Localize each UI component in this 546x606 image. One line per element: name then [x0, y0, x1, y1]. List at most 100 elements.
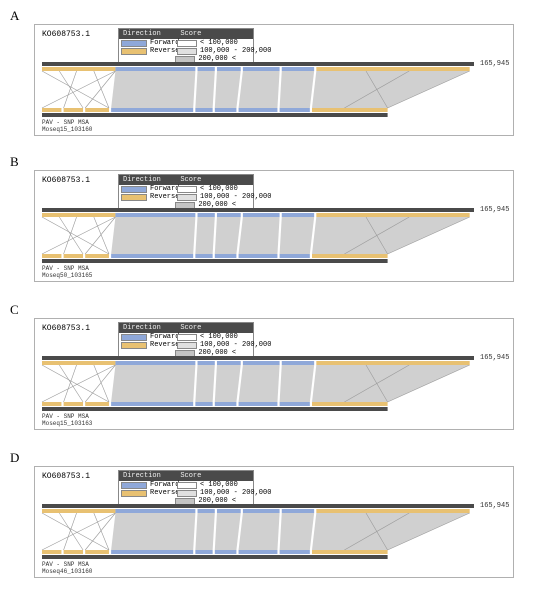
panel-title: KO608753.1 [42, 324, 90, 333]
legend-row: Reverse100,000 - 200,000 [119, 193, 253, 201]
panel-box [34, 24, 514, 136]
legend-cell-score: < 100,000 [177, 185, 251, 193]
legend-swatch-direction [121, 48, 147, 55]
legend-label-score: < 100,000 [197, 39, 241, 47]
legend-header: DirectionScore [119, 323, 253, 333]
legend-cell-direction: Reverse [121, 489, 177, 497]
legend-cell-score: < 100,000 [177, 333, 251, 341]
legend-row: Forward < 100,000 [119, 333, 253, 341]
legend-cell-direction: Reverse [121, 193, 177, 201]
legend-swatch-score [177, 334, 197, 341]
legend-header-score: Score [176, 323, 253, 333]
legend-header: DirectionScore [119, 175, 253, 185]
legend-label-score: < 100,000 [197, 333, 241, 341]
legend-row: Reverse100,000 - 200,000 [119, 341, 253, 349]
legend-label-score: 100,000 - 200,000 [197, 193, 274, 201]
panel-letter: A [10, 8, 19, 24]
legend-cell-score: 200,000 < [175, 201, 251, 209]
legend-row: 200,000 < [119, 497, 253, 505]
legend-header-direction: Direction [119, 175, 176, 185]
legend-row: 200,000 < [119, 201, 253, 209]
legend-row: Forward < 100,000 [119, 39, 253, 47]
length-label: 165,945 [480, 354, 509, 362]
legend-header-score: Score [176, 29, 253, 39]
length-label: 165,945 [480, 60, 509, 68]
panel-box [34, 466, 514, 578]
legend-swatch-direction [121, 482, 147, 489]
legend-swatch-score [177, 40, 197, 47]
legend-swatch-score [175, 498, 195, 505]
legend-row: 200,000 < [119, 55, 253, 63]
panel-box [34, 170, 514, 282]
legend-swatch-direction [121, 40, 147, 47]
legend-swatch-score [175, 56, 195, 63]
legend-label-score: 100,000 - 200,000 [197, 489, 274, 497]
assembly-label: PAV - SNP MSA Moseq15_103160 [42, 120, 92, 133]
legend-label-score: 100,000 - 200,000 [197, 341, 274, 349]
legend-header-score: Score [176, 471, 253, 481]
legend-header-direction: Direction [119, 29, 176, 39]
length-label: 165,945 [480, 206, 509, 214]
legend-cell-score: 200,000 < [175, 55, 251, 63]
legend: DirectionScoreForward< 100,000Reverse100… [118, 28, 254, 64]
legend-cell-direction: Forward [121, 333, 177, 341]
legend-cell-score: 200,000 < [175, 349, 251, 357]
legend-label-score: 200,000 < [195, 349, 239, 357]
legend-cell-score: 100,000 - 200,000 [177, 489, 255, 497]
legend-cell-direction: Forward [121, 39, 177, 47]
legend-swatch-score [175, 350, 195, 357]
legend-header-score: Score [176, 175, 253, 185]
legend-swatch-direction [121, 490, 147, 497]
legend-label-score: < 100,000 [197, 481, 241, 489]
panel-title: KO608753.1 [42, 176, 90, 185]
legend-swatch-direction [121, 186, 147, 193]
legend-cell-direction: Reverse [121, 341, 177, 349]
legend-cell-direction: Reverse [121, 47, 177, 55]
legend-label-score: < 100,000 [197, 185, 241, 193]
panel-box [34, 318, 514, 430]
legend-cell-score: 200,000 < [175, 497, 251, 505]
panel-letter: C [10, 302, 19, 318]
legend-cell-score: < 100,000 [177, 39, 251, 47]
legend-label-score: 200,000 < [195, 55, 239, 63]
assembly-label: PAV - SNP MSA Moseq15_103163 [42, 414, 92, 427]
legend-swatch-score [177, 194, 197, 201]
legend-swatch-direction [121, 194, 147, 201]
panel-letter: B [10, 154, 19, 170]
legend: DirectionScoreForward< 100,000Reverse100… [118, 322, 254, 358]
legend-header-direction: Direction [119, 323, 176, 333]
legend-cell-score: 100,000 - 200,000 [177, 47, 255, 55]
legend: DirectionScoreForward< 100,000Reverse100… [118, 470, 254, 506]
legend-label-score: 200,000 < [195, 497, 239, 505]
legend-cell-score: < 100,000 [177, 481, 251, 489]
panel-title: KO608753.1 [42, 30, 90, 39]
legend-cell-direction: Forward [121, 185, 177, 193]
legend-swatch-score [175, 202, 195, 209]
legend-swatch-score [177, 186, 197, 193]
legend-label-score: 200,000 < [195, 201, 239, 209]
legend-row: Reverse100,000 - 200,000 [119, 47, 253, 55]
legend-cell-score: 100,000 - 200,000 [177, 193, 255, 201]
legend-swatch-score [177, 482, 197, 489]
panel-letter: D [10, 450, 19, 466]
legend-swatch-direction [121, 334, 147, 341]
legend-header: DirectionScore [119, 29, 253, 39]
panel-title: KO608753.1 [42, 472, 90, 481]
legend-row: Reverse100,000 - 200,000 [119, 489, 253, 497]
legend-swatch-score [177, 48, 197, 55]
legend-row: Forward < 100,000 [119, 481, 253, 489]
legend-swatch-score [177, 490, 197, 497]
legend-row: 200,000 < [119, 349, 253, 357]
length-label: 165,945 [480, 502, 509, 510]
legend: DirectionScoreForward< 100,000Reverse100… [118, 174, 254, 210]
legend-cell-direction: Forward [121, 481, 177, 489]
legend-label-score: 100,000 - 200,000 [197, 47, 274, 55]
legend-swatch-direction [121, 342, 147, 349]
legend-header-direction: Direction [119, 471, 176, 481]
legend-row: Forward < 100,000 [119, 185, 253, 193]
assembly-label: PAV - SNP MSA Moseq50_103165 [42, 266, 92, 279]
legend-cell-score: 100,000 - 200,000 [177, 341, 255, 349]
legend-swatch-score [177, 342, 197, 349]
legend-header: DirectionScore [119, 471, 253, 481]
assembly-label: PAV - SNP MSA Moseq46_103160 [42, 562, 92, 575]
